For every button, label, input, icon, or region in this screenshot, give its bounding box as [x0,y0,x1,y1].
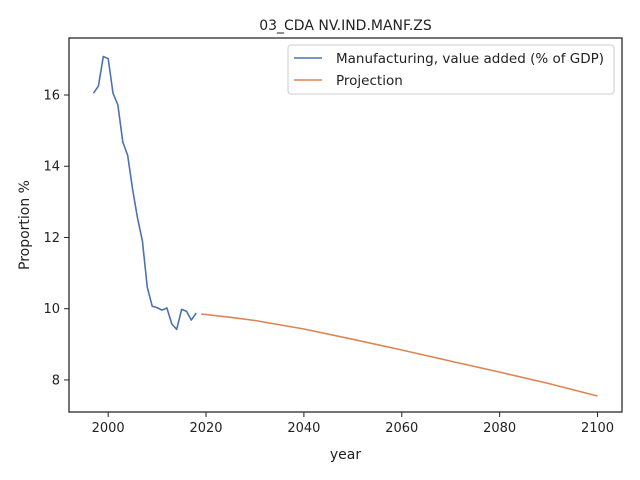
x-tick-label: 2020 [189,421,222,436]
chart-title: 03_CDA NV.IND.MANF.ZS [259,18,432,34]
y-tick-label: 10 [43,302,60,317]
y-tick-label: 8 [52,373,60,388]
x-tick-label: 2040 [287,421,320,436]
legend-label: Manufacturing, value added (% of GDP) [336,51,604,67]
y-axis-label: Proportion % [17,180,33,270]
y-tick-label: 16 [43,88,60,103]
y-axis: 8 10 12 14 16 [43,88,69,388]
x-tick-label: 2000 [92,421,125,436]
series-line-2 [201,313,598,397]
x-tick-label: 2080 [483,421,516,436]
y-tick-label: 14 [43,160,60,175]
series-line-1 [92,55,197,331]
x-tick-label: 2060 [385,421,418,436]
x-axis: 2000 2020 2040 2060 2080 2100 [92,412,614,436]
plot-area [68,37,623,413]
x-axis-label: year [330,447,361,463]
legend-label: Projection [336,73,403,89]
legend: Manufacturing, value added (% of GDP) Pro… [287,44,615,95]
y-tick-label: 12 [43,231,60,246]
plot-frame [68,37,623,413]
series-layer [92,55,598,397]
legend-box [287,44,615,95]
x-tick-label: 2100 [581,421,614,436]
